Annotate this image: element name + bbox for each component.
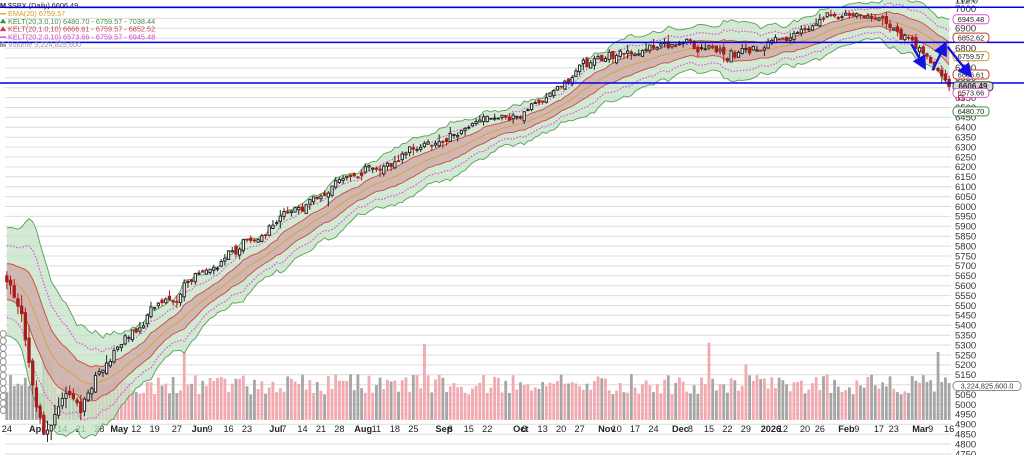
svg-text:4800: 4800 [955, 439, 976, 450]
svg-text:May: May [110, 424, 129, 434]
svg-text:12: 12 [131, 424, 141, 434]
svg-text:23: 23 [889, 424, 899, 434]
svg-text:6400: 6400 [955, 123, 976, 134]
svg-text:16: 16 [223, 424, 233, 434]
svg-text:8: 8 [688, 424, 693, 434]
svg-text:27: 27 [172, 424, 182, 434]
svg-text:5300: 5300 [955, 340, 976, 351]
svg-text:13: 13 [538, 424, 548, 434]
svg-text:5350: 5350 [955, 331, 976, 342]
svg-text:16: 16 [944, 424, 954, 434]
svg-text:6: 6 [522, 424, 527, 434]
svg-text:17: 17 [874, 424, 884, 434]
svg-text:6200: 6200 [955, 162, 976, 173]
svg-text:5950: 5950 [955, 212, 976, 223]
svg-text:14: 14 [297, 424, 307, 434]
svg-text:5250: 5250 [955, 350, 976, 361]
svg-text:28: 28 [334, 424, 344, 434]
svg-text:4900: 4900 [955, 420, 976, 431]
svg-text:29: 29 [741, 424, 751, 434]
svg-text:5150: 5150 [955, 370, 976, 381]
svg-text:6000: 6000 [955, 202, 976, 213]
svg-text:6300: 6300 [955, 142, 976, 153]
svg-text:6759.57: 6759.57 [958, 52, 984, 61]
svg-text:20: 20 [556, 424, 566, 434]
svg-text:22: 22 [482, 424, 492, 434]
svg-text:19: 19 [150, 424, 160, 434]
svg-text:6666.61: 6666.61 [958, 70, 984, 79]
svg-text:12: 12 [778, 424, 788, 434]
svg-text:5200: 5200 [955, 360, 976, 371]
svg-text:5850: 5850 [955, 232, 976, 243]
svg-text:6050: 6050 [955, 192, 976, 203]
svg-text:6250: 6250 [955, 152, 976, 163]
svg-text:Mar: Mar [912, 424, 929, 434]
svg-text:6480.70: 6480.70 [958, 107, 984, 116]
svg-text:17: 17 [630, 424, 640, 434]
svg-text:5750: 5750 [955, 251, 976, 262]
svg-text:7: 7 [281, 424, 286, 434]
svg-text:5650: 5650 [955, 271, 976, 282]
svg-text:Feb: Feb [838, 424, 855, 434]
svg-text:6100: 6100 [955, 182, 976, 193]
svg-text:15: 15 [704, 424, 714, 434]
svg-text:9: 9 [928, 424, 933, 434]
svg-text:5050: 5050 [955, 390, 976, 401]
svg-text:5400: 5400 [955, 321, 976, 332]
svg-text:15: 15 [464, 424, 474, 434]
svg-text:3,224,825,600.0: 3,224,825,600.0 [961, 382, 1014, 391]
svg-text:9: 9 [208, 424, 213, 434]
svg-text:6852.62: 6852.62 [958, 33, 984, 42]
svg-text:20: 20 [800, 424, 810, 434]
svg-text:M: M [0, 1, 6, 10]
svg-text:8: 8 [448, 424, 453, 434]
svg-text:26: 26 [815, 424, 825, 434]
svg-text:112.0: 112.0 [955, 0, 978, 7]
svg-text:9: 9 [854, 424, 859, 434]
svg-text:6573.66: 6573.66 [958, 89, 984, 98]
svg-text:25: 25 [408, 424, 418, 434]
svg-text:24: 24 [2, 424, 12, 434]
svg-text:21: 21 [316, 424, 326, 434]
svg-text:5500: 5500 [955, 301, 976, 312]
svg-text:27: 27 [575, 424, 585, 434]
svg-text:5000: 5000 [955, 400, 976, 411]
svg-text:5600: 5600 [955, 281, 976, 292]
svg-text:5900: 5900 [955, 222, 976, 233]
svg-text:4950: 4950 [955, 410, 976, 421]
svg-text:10: 10 [611, 424, 621, 434]
svg-text:6350: 6350 [955, 133, 976, 144]
svg-text:5800: 5800 [955, 241, 976, 252]
svg-text:6945.48: 6945.48 [958, 15, 984, 24]
svg-text:18: 18 [390, 424, 400, 434]
svg-text:5700: 5700 [955, 261, 976, 272]
svg-text:5550: 5550 [955, 291, 976, 302]
svg-text:11: 11 [372, 424, 382, 434]
svg-text:6150: 6150 [955, 172, 976, 183]
svg-text:4850: 4850 [955, 430, 976, 441]
svg-text:23: 23 [242, 424, 252, 434]
svg-text:22: 22 [722, 424, 732, 434]
svg-text:Aug: Aug [354, 424, 372, 434]
svg-text:5450: 5450 [955, 311, 976, 322]
svg-text:Jun: Jun [192, 424, 209, 434]
svg-text:Volume 3,224,825,600: Volume 3,224,825,600 [8, 40, 81, 49]
svg-text:Dec: Dec [672, 424, 689, 434]
svg-text:24: 24 [648, 424, 658, 434]
